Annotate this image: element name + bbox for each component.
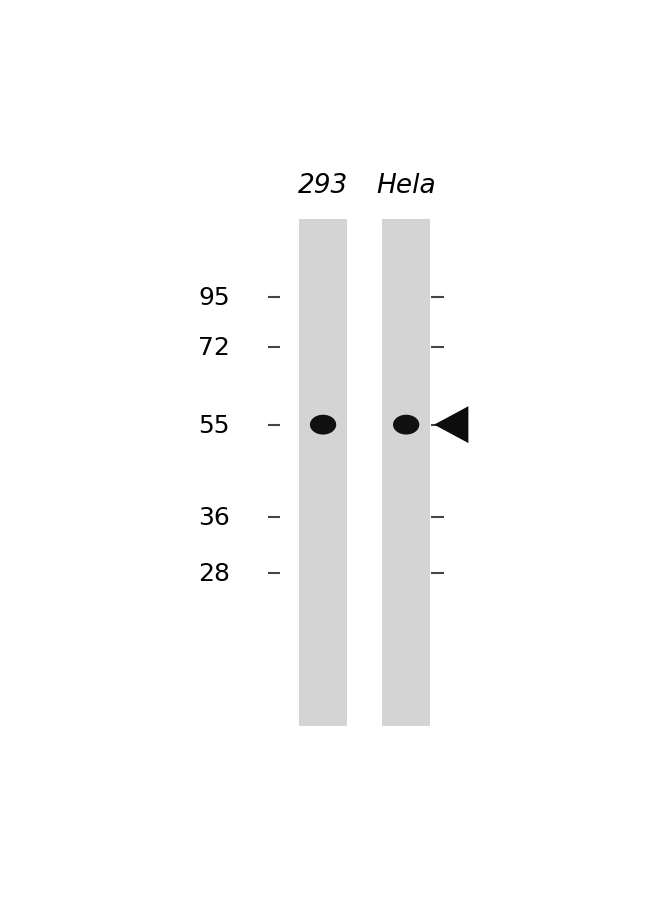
Text: Hela: Hela	[376, 173, 436, 199]
Ellipse shape	[310, 415, 336, 435]
Text: 36: 36	[198, 505, 230, 529]
Text: 28: 28	[198, 562, 230, 585]
Polygon shape	[434, 407, 469, 444]
Text: 95: 95	[198, 286, 230, 310]
Bar	[382, 220, 430, 726]
Text: 72: 72	[198, 335, 230, 359]
Bar	[299, 220, 347, 726]
Text: 55: 55	[198, 414, 230, 437]
Ellipse shape	[393, 415, 419, 435]
Text: 293: 293	[298, 173, 348, 199]
